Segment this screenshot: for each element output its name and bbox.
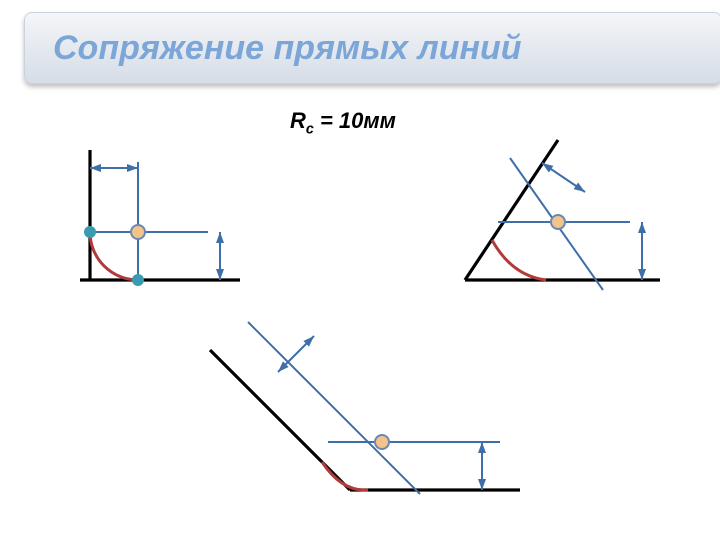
radius-formula: Rc = 10мм [290, 108, 396, 139]
diagram-acute-angle [200, 330, 520, 520]
title-bar: Сопряжение прямых линий [24, 12, 720, 84]
title-text: Сопряжение прямых линий [53, 29, 522, 68]
diagram-obtuse-angle [450, 140, 670, 300]
diagram-right-angle [70, 150, 240, 300]
